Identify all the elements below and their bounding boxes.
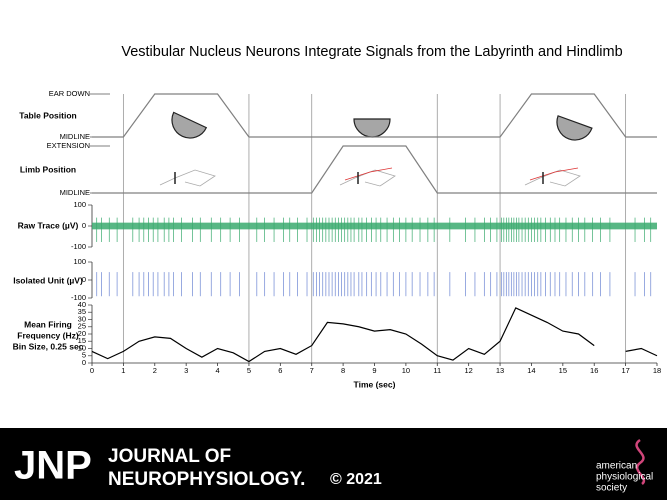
y-tick-label: 30: [78, 314, 86, 323]
x-tick-label: 1: [121, 366, 125, 375]
limb-icon: [524, 169, 581, 187]
data-line: [92, 145, 657, 194]
table-icon: [556, 115, 593, 141]
data-line: [625, 347, 658, 357]
y-tick-label: 100: [73, 200, 86, 209]
x-tick-label: 15: [559, 366, 567, 375]
y-tick-label: 10: [78, 343, 86, 352]
panel-label: Mean Firing: [24, 319, 72, 329]
y-tick-label: 25: [78, 322, 86, 331]
data-line: [92, 93, 657, 138]
footer-band: [0, 428, 667, 500]
journal-abbr: JNP: [14, 444, 92, 488]
y-tick-label: 35: [78, 307, 86, 316]
panel-label: Frequency (Hz): [17, 330, 79, 340]
x-tick-label: 4: [215, 366, 219, 375]
journal-name: NEUROPHYSIOLOGY.: [108, 469, 305, 490]
x-tick-label: 17: [621, 366, 629, 375]
table-icon: [353, 118, 391, 138]
society-name: american: [596, 461, 637, 472]
y-tick-label: MIDLINE: [60, 132, 90, 141]
y-tick-label: 0: [82, 221, 86, 230]
panel-label: Table Position: [19, 110, 76, 120]
data-line: [91, 307, 595, 363]
y-tick-label: -100: [71, 293, 86, 302]
table-icon: [171, 111, 208, 139]
journal-name: JOURNAL OF: [108, 446, 231, 467]
panel-label: Isolated Unit (µV): [13, 275, 83, 285]
x-tick-label: 7: [310, 366, 314, 375]
x-axis-title: Time (sec): [354, 379, 396, 389]
y-tick-label: 15: [78, 336, 86, 345]
x-tick-label: 10: [402, 366, 410, 375]
table-icons: [171, 111, 593, 141]
x-tick-label: 8: [341, 366, 345, 375]
y-tick-label: -100: [71, 242, 86, 251]
y-tick-label: 0: [82, 358, 86, 367]
panel-label: Raw Trace (µV): [18, 220, 79, 230]
x-tick-label: 5: [247, 366, 251, 375]
x-tick-label: 12: [464, 366, 472, 375]
panel-label: Limb Position: [20, 164, 76, 174]
x-tick-label: 2: [153, 366, 157, 375]
copyright: © 2021: [330, 471, 382, 488]
society-logo: [635, 438, 646, 485]
y-tick-label: EXTENSION: [47, 141, 90, 150]
limb-icon: [339, 169, 396, 187]
x-tick-label: 16: [590, 366, 598, 375]
x-tick-label: 14: [527, 366, 535, 375]
limb-extended: [529, 167, 579, 181]
panel-label: Bin Size, 0.25 sec: [13, 341, 84, 351]
y-tick-label: 5: [82, 351, 86, 360]
x-tick-label: 18: [653, 366, 661, 375]
y-tick-label: 20: [78, 329, 86, 338]
x-tick-label: 6: [278, 366, 282, 375]
y-tick-label: MIDLINE: [60, 188, 90, 197]
y-tick-label: 0: [82, 275, 86, 284]
limb-icons: [159, 167, 581, 187]
limb-icon: [159, 169, 216, 187]
y-tick-label: 100: [73, 257, 86, 266]
noise-band: [92, 222, 657, 230]
x-tick-label: 0: [90, 366, 94, 375]
x-tick-label: 13: [496, 366, 504, 375]
society-name: physiological: [596, 472, 653, 483]
limb-extended: [344, 167, 393, 181]
society-name: society: [596, 483, 627, 494]
x-tick-label: 3: [184, 366, 188, 375]
figure-title: Vestibular Nucleus Neurons Integrate Sig…: [121, 44, 622, 60]
y-tick-label: EAR DOWN: [49, 89, 90, 98]
x-tick-label: 9: [372, 366, 376, 375]
y-tick-label: 40: [78, 300, 86, 309]
x-tick-label: 11: [433, 366, 441, 375]
